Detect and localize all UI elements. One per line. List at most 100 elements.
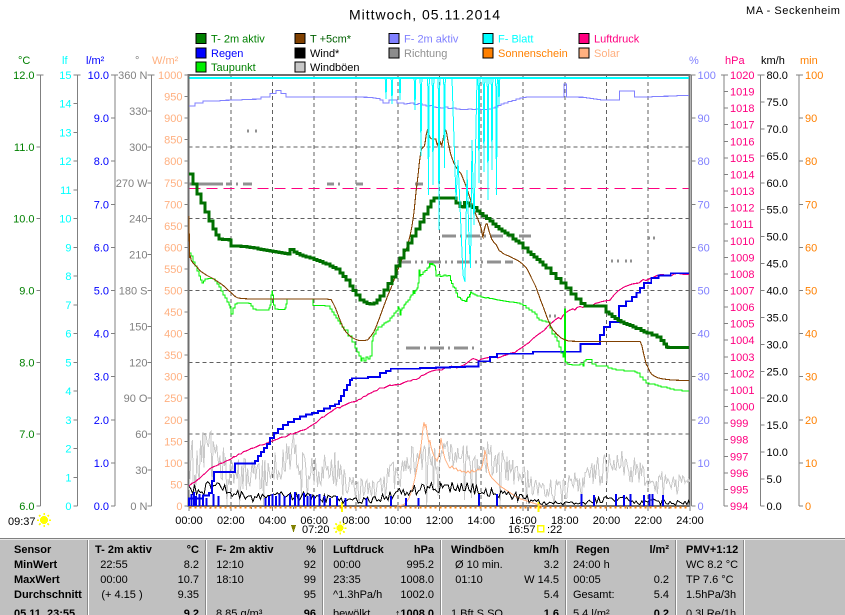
svg-text:9.0: 9.0: [19, 286, 34, 298]
svg-text:70: 70: [805, 199, 817, 211]
svg-text:09:37: 09:37: [8, 516, 36, 528]
svg-text:WC 8.2 °C: WC 8.2 °C: [686, 559, 738, 571]
svg-text:100: 100: [164, 458, 182, 470]
svg-text:7.0: 7.0: [19, 429, 34, 441]
svg-text:1000: 1000: [730, 402, 754, 414]
svg-text:lf: lf: [62, 55, 68, 67]
svg-text:45.0: 45.0: [767, 259, 788, 271]
svg-text:05.11, 23:55: 05.11, 23:55: [14, 608, 75, 615]
svg-text:15: 15: [59, 70, 71, 82]
svg-text:0: 0: [805, 501, 811, 513]
svg-text:Richtung: Richtung: [404, 48, 447, 60]
svg-text:30: 30: [698, 372, 710, 384]
svg-text:210: 210: [129, 250, 147, 262]
svg-text:23:35: 23:35: [333, 574, 361, 586]
svg-text:450: 450: [164, 307, 182, 319]
svg-text:°C: °C: [18, 55, 30, 67]
svg-text:0 N: 0 N: [130, 501, 147, 513]
svg-text:10: 10: [698, 458, 710, 470]
svg-text:10.0: 10.0: [767, 447, 788, 459]
svg-text:950: 950: [164, 92, 182, 104]
svg-text:1013: 1013: [730, 186, 754, 198]
svg-text:330: 330: [129, 106, 147, 118]
svg-text:65.0: 65.0: [767, 151, 788, 163]
svg-text:bewölkt: bewölkt: [333, 608, 370, 615]
svg-text:90: 90: [698, 113, 710, 125]
svg-text:14:00: 14:00: [467, 515, 495, 527]
svg-text:Gesamt:: Gesamt:: [573, 589, 615, 601]
svg-text:10: 10: [805, 458, 817, 470]
svg-text:1.6: 1.6: [544, 608, 559, 615]
svg-text:1015: 1015: [730, 153, 754, 165]
svg-text:1002: 1002: [730, 368, 754, 380]
svg-text:7.0: 7.0: [94, 199, 109, 211]
svg-text:hPa: hPa: [414, 544, 435, 556]
svg-text:60: 60: [135, 429, 147, 441]
svg-text:10.7: 10.7: [178, 574, 199, 586]
svg-text:850: 850: [164, 135, 182, 147]
svg-text:1009: 1009: [730, 252, 754, 264]
svg-text:50: 50: [805, 286, 817, 298]
svg-text:4: 4: [65, 386, 71, 398]
svg-text:T- 2m aktiv: T- 2m aktiv: [95, 544, 153, 556]
svg-text:300: 300: [129, 142, 147, 154]
svg-text:16:00: 16:00: [509, 515, 537, 527]
svg-text:70: 70: [698, 199, 710, 211]
svg-text:8.85 g/m³: 8.85 g/m³: [216, 608, 263, 615]
svg-text:180 S: 180 S: [119, 286, 148, 298]
svg-text:1019: 1019: [730, 87, 754, 99]
svg-text:0.2: 0.2: [654, 574, 669, 586]
svg-text:11: 11: [60, 185, 71, 197]
svg-text:5.0: 5.0: [94, 286, 109, 298]
svg-text:hPa: hPa: [725, 55, 745, 67]
svg-text:Mittwoch, 05.11.2014: Mittwoch, 05.11.2014: [349, 7, 501, 23]
svg-text:9.2: 9.2: [184, 608, 199, 615]
svg-text:15.0: 15.0: [767, 420, 788, 432]
svg-text:6: 6: [65, 329, 71, 341]
svg-text:2.0: 2.0: [94, 415, 109, 427]
svg-text:0: 0: [65, 501, 71, 513]
svg-text:997: 997: [730, 451, 748, 463]
svg-text:06:00: 06:00: [300, 515, 328, 527]
svg-text:1008.0: 1008.0: [400, 574, 434, 586]
svg-text:W/m²: W/m²: [152, 55, 179, 67]
svg-text:10.0: 10.0: [88, 70, 109, 82]
svg-text:01:10: 01:10: [455, 574, 483, 586]
svg-text:km/h: km/h: [761, 55, 785, 67]
svg-text:50.0: 50.0: [767, 232, 788, 244]
svg-text:12.0: 12.0: [13, 70, 34, 82]
svg-text:50: 50: [170, 479, 182, 491]
svg-text:350: 350: [164, 350, 182, 362]
svg-text:°: °: [135, 55, 139, 67]
svg-text:0.0: 0.0: [94, 501, 109, 513]
svg-text:9.0: 9.0: [94, 113, 109, 125]
svg-text:1010: 1010: [730, 236, 754, 248]
svg-text:60: 60: [698, 242, 710, 254]
svg-text:km/h: km/h: [533, 544, 559, 556]
svg-text:400: 400: [164, 329, 182, 341]
svg-text:80: 80: [698, 156, 710, 168]
svg-text:55.0: 55.0: [767, 205, 788, 217]
svg-text:750: 750: [164, 178, 182, 190]
svg-text:10: 10: [59, 214, 71, 226]
svg-text:75.0: 75.0: [767, 97, 788, 109]
svg-text::22: :22: [547, 524, 562, 536]
svg-text:3.2: 3.2: [544, 559, 559, 571]
svg-text:0.2: 0.2: [654, 608, 669, 615]
svg-text:1012: 1012: [730, 203, 754, 215]
svg-text:200: 200: [164, 415, 182, 427]
svg-text:9: 9: [65, 242, 71, 254]
svg-text:92: 92: [304, 559, 316, 571]
svg-text:25.0: 25.0: [767, 366, 788, 378]
svg-text:50: 50: [698, 286, 710, 298]
svg-text:0.0: 0.0: [767, 501, 782, 513]
svg-text:2: 2: [65, 444, 71, 456]
svg-text:12:10: 12:10: [216, 559, 244, 571]
svg-text:Regen: Regen: [576, 544, 610, 556]
svg-text:40: 40: [698, 329, 710, 341]
svg-text:120: 120: [129, 357, 147, 369]
svg-text:9.35: 9.35: [178, 589, 199, 601]
svg-text:W 14.5: W 14.5: [524, 574, 559, 586]
svg-text:8.2: 8.2: [184, 559, 199, 571]
svg-text:↑1008.0: ↑1008.0: [395, 608, 434, 615]
